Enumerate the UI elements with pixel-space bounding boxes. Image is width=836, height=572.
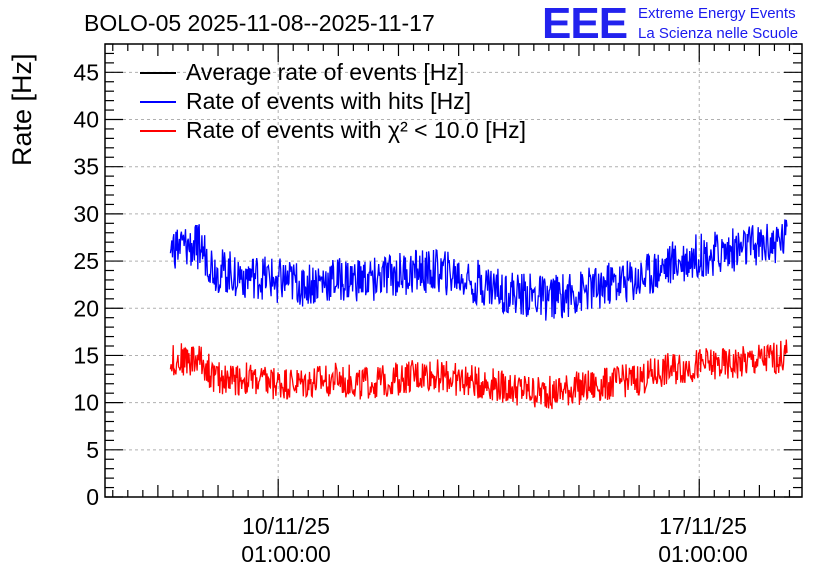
legend-label-hits: Rate of events with hits [Hz] [186, 88, 472, 114]
eee-logo: EEE [542, 0, 628, 48]
legend-label-chi2: Rate of events with χ² < 10.0 [Hz] [186, 117, 526, 143]
y-tick-label: 35 [73, 154, 99, 180]
eee-logo-text: Extreme Energy Events La Scienza nelle S… [638, 4, 798, 44]
legend-item-chi2: Rate of events with χ² < 10.0 [Hz] [140, 116, 526, 145]
legend: Average rate of events [Hz] Rate of even… [140, 58, 526, 145]
y-tick-label: 30 [73, 201, 99, 227]
x-tick-1-time: 01:00:00 [241, 541, 331, 567]
legend-item-average: Average rate of events [Hz] [140, 58, 526, 87]
series-line-2 [169, 339, 788, 410]
legend-swatch-chi2 [140, 129, 176, 132]
series-layer [169, 219, 788, 410]
y-tick-label: 45 [73, 59, 99, 85]
axis-ticks: 0 5 10 15 20 25 30 35 40 45 [73, 43, 802, 510]
x-tick-label-1: 10/11/25 01:00:00 [226, 512, 346, 568]
chart-title: BOLO-05 2025-11-08--2025-11-17 [84, 10, 435, 36]
legend-swatch-hits [140, 100, 176, 103]
x-tick-2-time: 01:00:00 [658, 541, 748, 567]
logo-line-2: La Scienza nelle Scuole [638, 25, 799, 42]
logo-line-1: Extreme Energy Events [638, 5, 796, 22]
y-tick-label: 10 [73, 390, 99, 416]
y-tick-label: 40 [73, 107, 99, 133]
x-tick-1-date: 10/11/25 [242, 513, 330, 539]
x-tick-label-2: 17/11/25 01:00:00 [643, 512, 763, 568]
y-tick-label: 5 [86, 437, 99, 463]
y-tick-label: 15 [73, 342, 99, 368]
legend-swatch-average [140, 71, 176, 74]
legend-label-average: Average rate of events [Hz] [186, 59, 465, 85]
legend-item-hits: Rate of events with hits [Hz] [140, 87, 526, 116]
series-line-1 [169, 219, 788, 321]
y-axis-label: Rate [Hz] [7, 53, 37, 166]
y-tick-label: 25 [73, 248, 99, 274]
y-tick-label: 20 [73, 295, 99, 321]
y-tick-label: 0 [86, 484, 99, 510]
x-tick-2-date: 17/11/25 [659, 513, 747, 539]
